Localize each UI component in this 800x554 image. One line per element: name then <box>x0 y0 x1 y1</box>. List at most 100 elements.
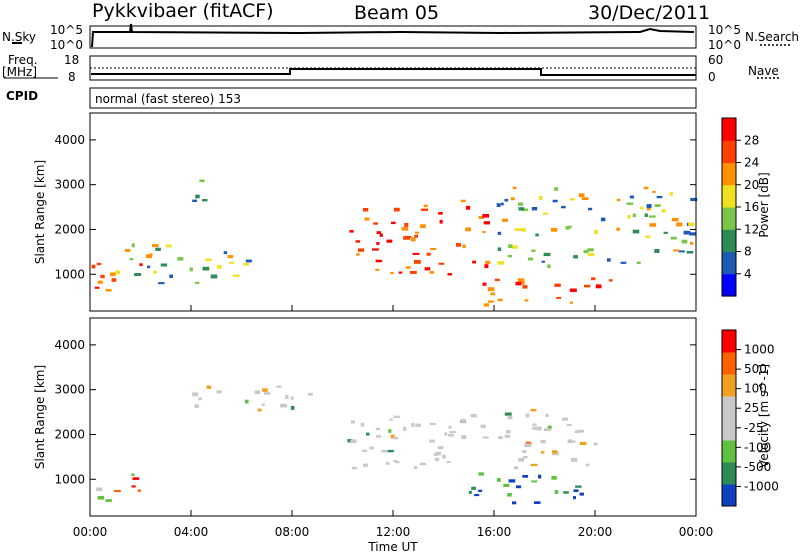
x-tick-label: 04:00 <box>174 525 209 539</box>
data-cell <box>483 303 489 307</box>
colorbar-swatch <box>722 484 736 507</box>
cpid-panel-frame <box>89 87 697 109</box>
freq-tick-top: 18 <box>64 53 80 67</box>
colorbar-tick-label: -1000 <box>744 479 779 493</box>
colorbar-swatch <box>722 162 736 186</box>
data-cell <box>97 280 103 284</box>
data-cell <box>387 449 394 453</box>
data-cell <box>646 204 652 208</box>
data-cell <box>404 222 409 227</box>
data-cell <box>420 224 426 229</box>
colorbar-tick-label: -500 <box>744 460 771 474</box>
data-cell <box>497 298 503 302</box>
beam-title: Beam 05 <box>354 2 440 24</box>
data-cell <box>376 435 382 438</box>
data-cell <box>223 251 228 255</box>
data-cell <box>376 231 382 234</box>
data-cell <box>110 272 116 277</box>
data-cell <box>381 450 388 453</box>
data-cell <box>616 198 621 202</box>
data-cell <box>545 413 549 417</box>
velocity-y-ticks: 1000 2000 3000 4000 <box>54 338 696 486</box>
y-tick-label: 2000 <box>54 427 85 441</box>
data-cell <box>627 215 631 219</box>
velocity-colorbar-label: Velocity [m s^-1] <box>757 364 771 468</box>
data-cell <box>131 485 136 488</box>
data-cell <box>593 442 598 446</box>
data-cell <box>595 284 602 289</box>
colorbar-swatch <box>722 462 736 485</box>
data-cell <box>438 212 443 215</box>
colorbar-tick-label: 12 <box>744 222 759 236</box>
data-cell <box>649 223 656 227</box>
power-panel-bg <box>90 113 696 311</box>
data-cell <box>514 228 522 231</box>
freq-label: Freq. <box>8 53 38 67</box>
y-tick-label: 3000 <box>54 383 85 397</box>
data-cell <box>508 244 513 248</box>
data-cell <box>498 436 503 440</box>
nsearch-tick-bottom: 10^0 <box>708 38 741 52</box>
data-cell <box>518 458 525 462</box>
data-cell <box>129 258 134 261</box>
data-cell <box>132 477 140 480</box>
nsearch-label: N.Search <box>745 30 800 44</box>
data-cell <box>521 208 529 212</box>
data-cell <box>531 207 538 211</box>
data-cell <box>245 399 249 404</box>
data-cell <box>386 239 393 243</box>
data-cell <box>376 242 380 245</box>
nsky-label: N.Sky <box>2 30 37 44</box>
freq-line <box>91 68 696 76</box>
data-cell <box>395 460 400 464</box>
colorbar-tick-label: 16 <box>744 200 759 214</box>
freq-unit-label: [MHz] <box>2 65 38 79</box>
power-y-ticks: 1000 2000 3000 4000 <box>54 133 696 281</box>
data-cell <box>616 227 620 231</box>
data-cell <box>527 257 533 261</box>
data-cell <box>490 292 495 296</box>
data-cell <box>437 446 444 450</box>
data-cell <box>531 480 538 483</box>
data-cell <box>177 256 184 261</box>
data-cell <box>541 451 545 454</box>
data-cell <box>510 197 515 201</box>
data-cell <box>414 259 421 264</box>
data-cell <box>516 485 522 489</box>
data-cell <box>366 432 370 436</box>
data-cell <box>523 456 528 459</box>
colorbar-tick-label: 28 <box>744 133 759 147</box>
data-cell <box>507 415 513 420</box>
data-cell <box>285 395 289 399</box>
colorbar-swatch <box>722 352 736 375</box>
data-cell <box>227 255 234 259</box>
data-cell <box>192 392 199 397</box>
data-cell <box>497 231 502 235</box>
data-cell <box>410 271 417 274</box>
data-cell <box>125 249 131 252</box>
nsearch-tick-top: 10^5 <box>708 23 741 37</box>
data-cell <box>689 232 696 236</box>
data-cell <box>139 263 143 267</box>
data-cell <box>554 187 558 191</box>
data-cell <box>210 274 218 279</box>
data-cell <box>131 243 135 248</box>
data-cell <box>530 408 537 412</box>
data-cell <box>487 287 495 292</box>
data-cell <box>554 490 559 494</box>
data-cell <box>648 215 656 218</box>
data-cell <box>460 418 466 423</box>
data-cell <box>414 234 418 238</box>
data-cell <box>654 249 660 253</box>
data-cell <box>358 248 365 252</box>
data-cell <box>561 205 566 209</box>
data-cell <box>669 192 673 196</box>
data-cell <box>656 196 663 199</box>
data-cell <box>478 472 484 476</box>
data-cell <box>195 194 200 199</box>
data-cell <box>403 236 410 240</box>
x-tick-label: 20:00 <box>578 525 613 539</box>
data-cell <box>375 259 383 263</box>
data-cell <box>350 439 357 444</box>
data-cell <box>261 403 265 406</box>
